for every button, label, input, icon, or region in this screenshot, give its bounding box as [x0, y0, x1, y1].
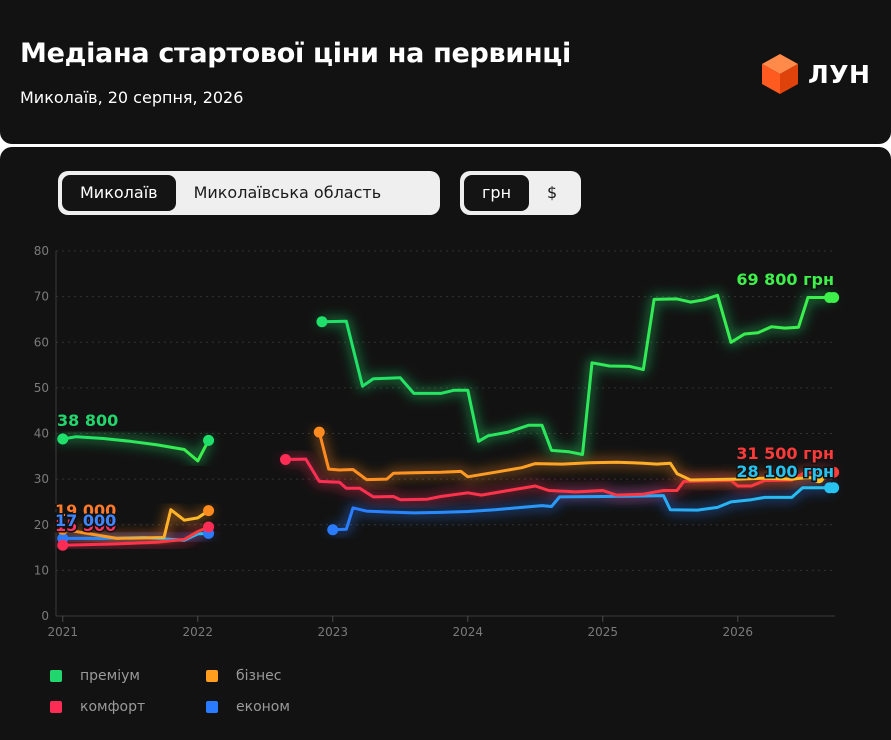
latest-value-point[interactable]: [828, 292, 840, 304]
series-glow: [59, 433, 213, 465]
region-option-oblast[interactable]: Миколаївська область: [193, 183, 382, 202]
value-label: 69 800 грн: [736, 270, 834, 289]
legend-swatch: [50, 670, 62, 682]
currency-option-uah[interactable]: грн: [464, 175, 530, 211]
x-tick-label: 2022: [182, 625, 213, 639]
logo: ЛУН: [760, 52, 870, 96]
legend-swatch: [206, 670, 218, 682]
region-toggle: Миколаїв Миколаївська область: [58, 171, 440, 215]
series-line-комфорт[interactable]: [284, 457, 832, 502]
legend-label: преміум: [80, 668, 140, 684]
legend-label: комфорт: [80, 699, 146, 715]
segment-start-point[interactable]: [313, 426, 325, 438]
y-tick-label: 50: [34, 381, 49, 395]
region-option-city[interactable]: Миколаїв: [62, 175, 176, 211]
value-label: 17 000: [55, 511, 116, 530]
series-line-комфорт[interactable]: [61, 525, 211, 547]
header-card: Медіана стартової ціни на первинці Микол…: [0, 0, 891, 144]
y-tick-label: 80: [34, 244, 49, 258]
series-lines: [57, 292, 840, 551]
series-line-бізнес[interactable]: [61, 508, 211, 540]
y-tick-label: 40: [34, 427, 49, 441]
value-label: 28 100 грн: [736, 462, 834, 481]
legend-swatch: [206, 701, 218, 713]
page-subtitle: Миколаїв, 20 серпня, 2026: [20, 88, 244, 107]
segment-start-point[interactable]: [57, 539, 69, 551]
value-label: 15 500: [55, 516, 116, 535]
y-tick-label: 10: [34, 563, 49, 577]
legend-label: бізнес: [236, 668, 282, 684]
series-line-економ[interactable]: [331, 486, 832, 532]
x-tick-label: 2026: [723, 625, 754, 639]
segment-start-point[interactable]: [327, 524, 339, 536]
value-label: 19 000: [55, 501, 116, 520]
currency-option-usd[interactable]: $: [547, 183, 558, 202]
legend-label: економ: [236, 699, 290, 715]
value-label: 31 500 грн: [736, 444, 834, 463]
lun-logo-icon: [762, 54, 798, 94]
legend-item-бізнес[interactable]: бізнес: [206, 668, 281, 684]
legend-item-комфорт[interactable]: комфорт: [50, 699, 145, 715]
series-line-преміум[interactable]: [320, 293, 832, 456]
segment-start-point[interactable]: [316, 316, 328, 328]
logo-text: ЛУН: [808, 59, 871, 89]
segment-start-point[interactable]: [57, 433, 69, 445]
value-label: 38 800: [57, 411, 118, 430]
y-tick-label: 70: [34, 290, 49, 304]
segment-end-point[interactable]: [203, 505, 215, 517]
y-tick-label: 0: [41, 609, 49, 623]
legend-item-преміум[interactable]: преміум: [50, 668, 140, 684]
series-glow: [318, 291, 834, 458]
x-tick-label: 2021: [47, 625, 78, 639]
latest-value-point[interactable]: [828, 482, 840, 494]
legend-item-економ[interactable]: економ: [206, 699, 290, 715]
y-tick-label: 20: [34, 518, 49, 532]
segment-end-point[interactable]: [813, 472, 825, 484]
segment-start-point[interactable]: [57, 523, 69, 535]
legend-swatch: [50, 701, 62, 713]
latest-value-point[interactable]: [828, 466, 840, 478]
segment-start-point[interactable]: [280, 454, 292, 466]
x-tick-label: 2024: [453, 625, 484, 639]
series-line-бізнес[interactable]: [317, 430, 821, 482]
y-tick-label: 60: [34, 335, 49, 349]
currency-toggle: грн $: [460, 171, 581, 215]
y-tick-label: 30: [34, 472, 49, 486]
series-line-преміум[interactable]: [61, 435, 211, 463]
segment-end-point[interactable]: [203, 521, 215, 533]
page-title: Медіана стартової ціни на первинці: [20, 38, 571, 69]
segment-end-point[interactable]: [203, 434, 215, 446]
x-tick-label: 2023: [317, 625, 348, 639]
x-tick-label: 2025: [588, 625, 619, 639]
